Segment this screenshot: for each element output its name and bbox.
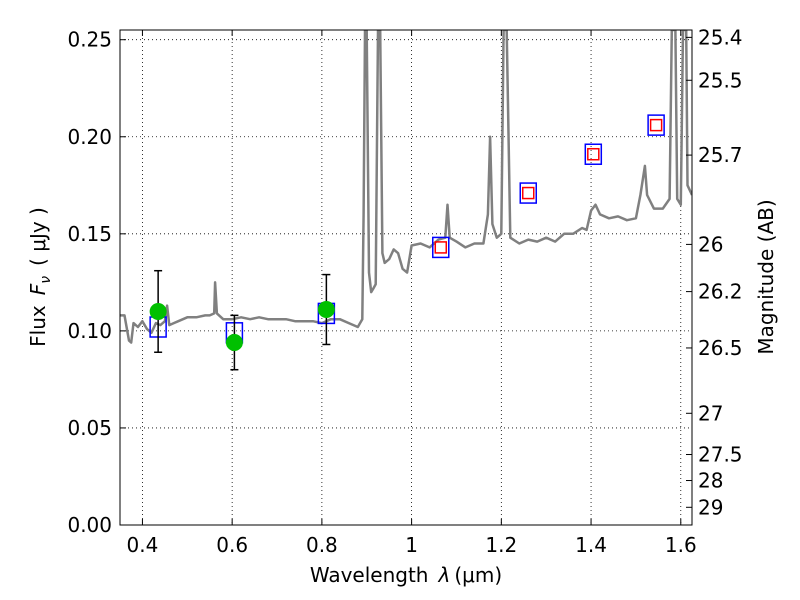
red-square-marker [434,241,448,254]
magnitude-tick-label: 25.7 [698,143,743,167]
magnitude-tick-label: 26.5 [698,336,743,360]
y-axis-label: FluxFν( μJy ) [26,207,54,347]
y-tick-label: 0.00 [67,513,112,537]
y-tick-label: 0.15 [67,222,112,246]
magnitude-tick-label: 29 [698,495,723,519]
axis-ticks [120,30,692,526]
x-tick-label: 1 [405,533,418,557]
x-tick-label: 0.6 [216,533,248,557]
green-circle-marker [225,334,243,352]
red-square-marker [587,147,600,161]
gridlines [120,30,692,526]
y-tick-label: 0.25 [67,28,112,52]
magnitude-tick-label: 27.5 [698,443,743,467]
x-tick-label: 0.4 [127,533,159,557]
x-tick-label: 1.2 [485,533,517,557]
blue-square-marker [519,182,538,204]
green-circle-marker [317,301,335,319]
magnitude-tick-label: 26.2 [698,280,743,304]
plot-frame [119,29,693,526]
x-axis-tick-labels: 0.4 0.6 0.8 1 1.2 1.4 1.6 [127,533,697,557]
x-axis-label: Wavelength λ (μm) [310,563,502,587]
y-tick-label: 0.20 [67,125,112,149]
green-circle-marker [149,302,167,320]
magnitude-tick-label: 25.5 [698,68,743,92]
magnitude-tick-label: 26 [698,232,723,256]
blue-square-marker [584,143,603,165]
x-tick-label: 1.6 [665,533,697,557]
blue-square-marker [647,114,665,136]
red-square-marker [649,118,663,132]
photometry-points [149,114,665,371]
x-tick-label: 0.8 [306,533,338,557]
blue-square-marker [432,236,450,259]
magnitude-tick-label: 25.4 [698,25,743,49]
y-tick-label: 0.10 [67,319,112,343]
magnitude-tick-label: 28 [698,469,723,493]
red-square-marker [522,186,535,200]
model-spectrum-line [120,30,692,344]
magnitude-axis-label: Magnitude (AB) [754,199,778,354]
magnitude-tick-label: 27 [698,401,723,425]
y-axis-tick-labels: 0.00 0.05 0.10 0.15 0.20 0.25 [67,28,112,537]
y-tick-label: 0.05 [67,416,112,440]
x-tick-label: 1.4 [575,533,607,557]
